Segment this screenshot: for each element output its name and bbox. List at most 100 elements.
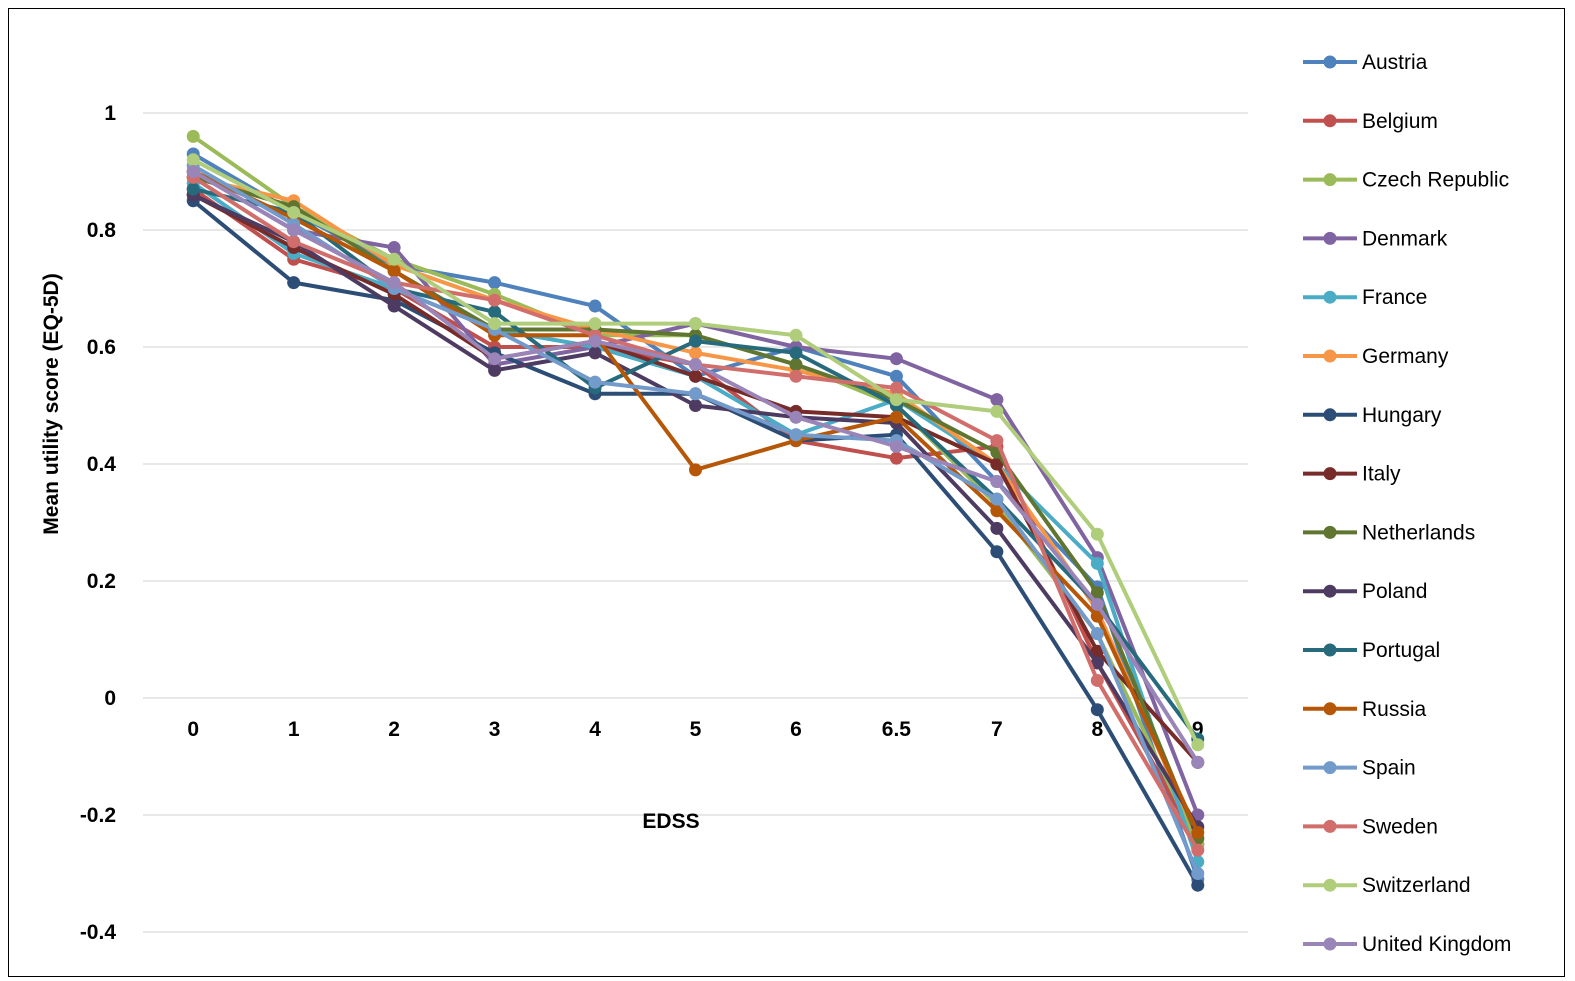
data-point	[387, 241, 401, 255]
legend-label: Spain	[1362, 757, 1416, 780]
data-point	[1090, 586, 1104, 600]
data-point	[689, 346, 702, 360]
data-point	[186, 153, 200, 167]
legend-entry: Hungary	[1303, 404, 1442, 427]
data-point	[387, 252, 401, 266]
y-tick-labels: 1 0.8 0.6 0.4 0.2 0 -0.2 -0.4	[80, 102, 117, 944]
data-point	[689, 369, 702, 383]
legend-entry: France	[1303, 286, 1427, 309]
data-point	[990, 545, 1004, 559]
data-point	[488, 305, 502, 319]
series-france	[186, 176, 1205, 869]
legend-marker	[1323, 290, 1337, 304]
data-point	[990, 393, 1004, 407]
data-point	[1090, 556, 1104, 570]
legend-label: United Kingdom	[1362, 933, 1511, 956]
legend-label: France	[1362, 286, 1427, 309]
legend-label: Poland	[1362, 580, 1427, 603]
legend-label: Denmark	[1362, 227, 1448, 250]
legend-marker	[1323, 525, 1337, 539]
legend-entry: Belgium	[1303, 110, 1438, 133]
legend-marker	[1323, 231, 1337, 245]
legend-marker	[1323, 408, 1337, 422]
data-point	[287, 235, 301, 249]
data-point	[990, 457, 1004, 471]
legend-marker	[1323, 702, 1337, 716]
legend-entry: Germany	[1303, 345, 1449, 368]
x-tick-label: 4	[589, 718, 601, 741]
data-point	[287, 223, 301, 237]
legend-marker	[1323, 643, 1337, 657]
legend-marker	[1323, 114, 1337, 128]
x-tick-label: 3	[489, 718, 501, 741]
x-tick-label: 0	[187, 718, 199, 741]
data-point	[1090, 644, 1104, 658]
legend-marker	[1323, 467, 1337, 481]
data-point	[488, 293, 502, 307]
data-point	[990, 475, 1004, 489]
data-point	[889, 393, 903, 407]
legend-entry: United Kingdom	[1303, 933, 1511, 956]
legend-entry: Spain	[1303, 757, 1416, 780]
legend-label: Italy	[1362, 463, 1401, 486]
data-point	[1191, 878, 1205, 892]
x-tick-label: 5	[690, 718, 702, 741]
legend-entry: Poland	[1303, 580, 1427, 603]
data-point	[488, 276, 502, 290]
legend: Austria Belgium Czech Republic Denmark Franc…	[1303, 51, 1511, 956]
data-point	[588, 317, 602, 331]
data-point	[488, 363, 502, 377]
legend-label: Germany	[1362, 345, 1449, 368]
x-tick-label: 6.5	[882, 718, 912, 741]
data-point	[789, 428, 803, 442]
x-tick-label: 6	[790, 718, 802, 741]
series-united-kingdom	[186, 165, 1205, 769]
legend-marker	[1323, 349, 1337, 363]
data-point	[588, 334, 602, 348]
legend-entry: Czech Republic	[1303, 169, 1509, 192]
x-axis-title: EDSS	[642, 810, 699, 833]
x-tick-label: 7	[991, 718, 1003, 741]
data-point	[990, 434, 1004, 448]
data-point	[789, 358, 803, 372]
data-point	[1191, 843, 1205, 857]
legend-entry: Italy	[1303, 463, 1401, 486]
data-point	[1090, 656, 1104, 670]
data-point	[889, 381, 903, 395]
data-point	[588, 375, 602, 389]
legend-marker	[1323, 55, 1337, 69]
data-point	[990, 404, 1004, 418]
y-tick-label: 0.4	[87, 453, 117, 476]
data-point	[1090, 627, 1104, 641]
series-line	[192, 158, 1200, 746]
legend-marker	[1323, 878, 1337, 892]
y-tick-label: 0	[104, 687, 116, 710]
data-point	[186, 165, 200, 178]
x-tick-label: 1	[288, 718, 300, 741]
legend-entry: Netherlands	[1303, 521, 1475, 544]
legend-label: Switzerland	[1362, 874, 1471, 897]
series-lines	[186, 129, 1205, 892]
data-point	[588, 346, 602, 360]
data-point	[186, 182, 200, 196]
data-point	[689, 463, 702, 477]
legend-marker	[1323, 819, 1337, 833]
data-point	[1090, 703, 1104, 717]
data-point	[889, 352, 903, 366]
legend-label: Hungary	[1362, 404, 1442, 427]
data-point	[387, 276, 401, 290]
data-point	[1090, 527, 1104, 541]
y-axis-title: Mean utility score (EQ-5D)	[40, 273, 63, 534]
x-tick-label: 2	[388, 718, 400, 741]
legend-label: Czech Republic	[1362, 169, 1509, 192]
data-point	[889, 410, 903, 424]
data-point	[186, 129, 200, 143]
data-point	[689, 358, 702, 372]
legend-marker	[1323, 584, 1337, 598]
data-point	[1191, 826, 1205, 840]
series-line	[192, 187, 1200, 846]
data-point	[1090, 597, 1104, 611]
data-point	[889, 439, 903, 453]
data-point	[789, 369, 803, 383]
data-point	[689, 334, 702, 348]
